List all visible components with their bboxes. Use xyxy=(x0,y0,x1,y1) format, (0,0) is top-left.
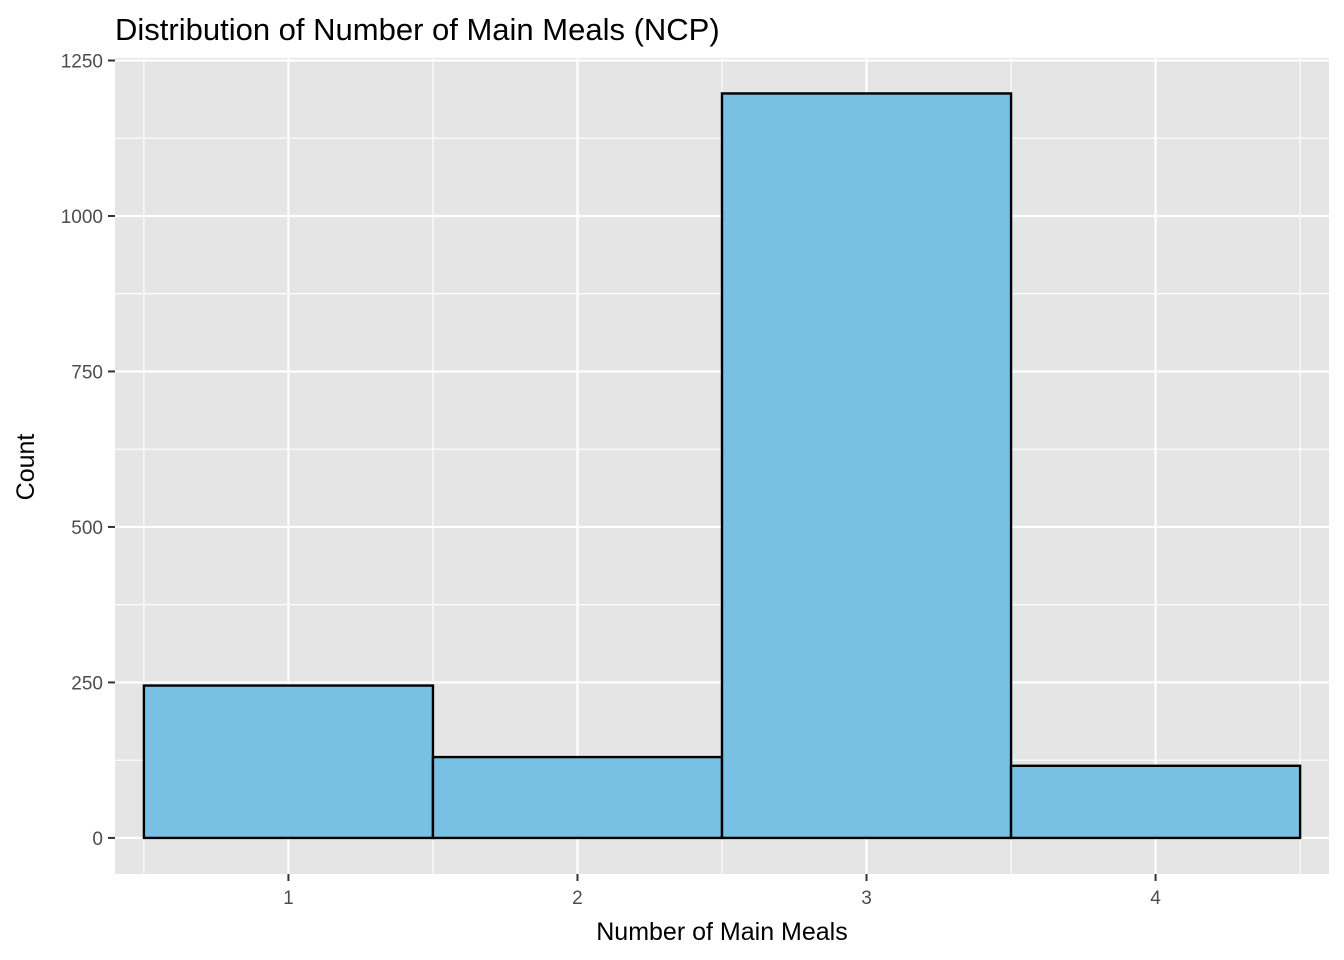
x-tick-label: 4 xyxy=(1150,888,1161,909)
y-axis-title: Count xyxy=(12,434,40,501)
bar-3 xyxy=(720,92,1013,840)
bar-4 xyxy=(1009,764,1302,840)
y-tick-label: 1250 xyxy=(61,51,103,72)
y-tick-label: 0 xyxy=(92,829,103,850)
x-axis-title: Number of Main Meals xyxy=(596,918,847,946)
bar-1 xyxy=(142,684,435,840)
y-axis: 0 250 500 750 1000 1250 xyxy=(61,51,115,850)
y-tick-label: 250 xyxy=(71,673,103,694)
x-tick-label: 2 xyxy=(572,888,583,909)
bar-2 xyxy=(431,755,724,840)
x-tick-label: 3 xyxy=(861,888,872,909)
chart-title: Distribution of Number of Main Meals (NC… xyxy=(115,12,720,47)
bars xyxy=(142,92,1302,840)
y-tick-label: 750 xyxy=(71,362,103,383)
y-tick-label: 500 xyxy=(71,518,103,539)
y-tick-label: 1000 xyxy=(61,207,103,228)
x-axis: 1 2 3 4 xyxy=(283,874,1161,909)
x-tick-label: 1 xyxy=(283,888,294,909)
